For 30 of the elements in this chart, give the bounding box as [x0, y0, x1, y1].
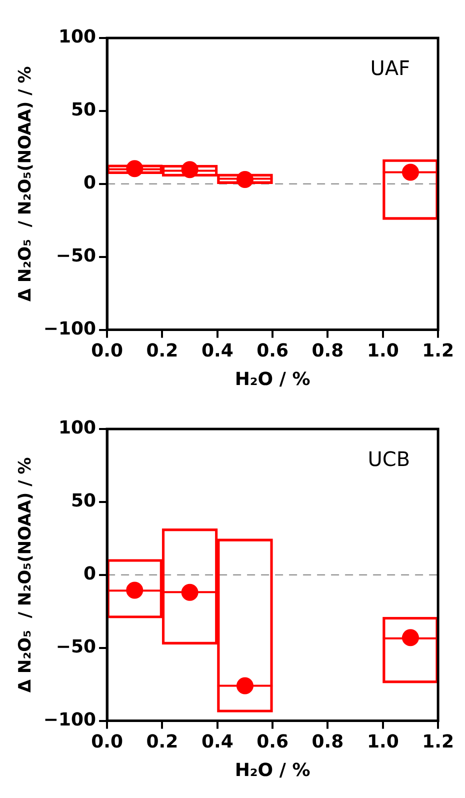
y-axis-title: Δ N₂O₅ / N₂O₅(NOAA) / % — [16, 457, 36, 693]
y-tick-label: 100 — [58, 26, 96, 48]
x-tick-label: 1.0 — [366, 340, 399, 362]
x-tick-label: 0.8 — [312, 340, 344, 362]
y-tick-label: −100 — [43, 709, 96, 730]
annotation: UCB — [368, 447, 410, 472]
x-tick-label: 0.4 — [201, 340, 234, 362]
x-tick-label: 1.2 — [422, 340, 454, 362]
x-tick-label: 0.4 — [201, 731, 234, 752]
x-axis-title: H₂O / % — [234, 760, 310, 781]
y-axis-title: Δ N₂O₅ / N₂O₅(NOAA) / % — [16, 66, 36, 302]
x-tick-label: 0.2 — [146, 731, 178, 752]
x-axis-title: H₂O / % — [234, 368, 310, 390]
annotation: UAF — [370, 56, 410, 80]
x-tick-label: 1.0 — [366, 731, 399, 752]
y-tick-label: 0 — [84, 172, 96, 194]
y-tick-label: −100 — [43, 318, 96, 340]
x-tick-label: 0.2 — [146, 340, 178, 362]
y-tick-label: 0 — [84, 564, 96, 585]
y-tick-label: 50 — [70, 490, 96, 512]
y-tick-label: 100 — [58, 418, 96, 439]
x-tick-label: 0.6 — [256, 731, 288, 752]
x-tick-label: 0.6 — [256, 340, 288, 362]
x-tick-label: 0.0 — [91, 731, 123, 752]
x-tick-label: 1.2 — [422, 731, 454, 752]
y-tick-label: 50 — [70, 100, 96, 121]
x-tick-label: 0.8 — [312, 731, 344, 752]
x-tick-label: 0.0 — [91, 340, 123, 362]
y-tick-label: −50 — [56, 636, 96, 658]
y-tick-label: −50 — [56, 246, 96, 267]
